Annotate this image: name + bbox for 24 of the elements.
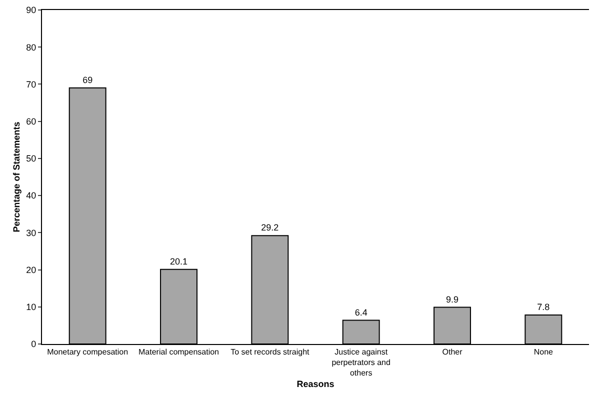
x-tick-label: Monetary compesation bbox=[47, 348, 128, 357]
y-tick-label: 70 bbox=[26, 79, 36, 90]
y-tick-label: 0 bbox=[31, 339, 36, 350]
data-label: 9.9 bbox=[446, 294, 459, 304]
y-tick-label: 40 bbox=[26, 190, 36, 201]
x-axis-title: Reasons bbox=[296, 379, 334, 390]
y-tick-label: 20 bbox=[26, 264, 36, 275]
x-tick-label: Material compensation bbox=[138, 348, 219, 357]
data-label: 69 bbox=[82, 74, 93, 85]
x-tick-label: To set records straight bbox=[230, 348, 310, 357]
y-tick-label: 90 bbox=[26, 5, 36, 16]
data-label: 6.4 bbox=[354, 307, 368, 318]
y-tick-label: 50 bbox=[26, 154, 36, 164]
y-tick-label: 60 bbox=[26, 116, 36, 126]
x-tick-label: None bbox=[534, 348, 554, 357]
y-axis-title: Percentage of Statements bbox=[12, 122, 22, 232]
data-label: 29.2 bbox=[261, 222, 279, 233]
data-label: 20.1 bbox=[170, 256, 188, 266]
x-tick-label: Other bbox=[442, 348, 463, 357]
data-label: 7.8 bbox=[537, 302, 550, 312]
y-tick-label: 80 bbox=[26, 42, 36, 52]
x-tick-label: Justice against perpetrators and others bbox=[332, 348, 390, 378]
y-tick-label: 30 bbox=[26, 228, 36, 238]
y-tick-label: 10 bbox=[26, 302, 36, 312]
